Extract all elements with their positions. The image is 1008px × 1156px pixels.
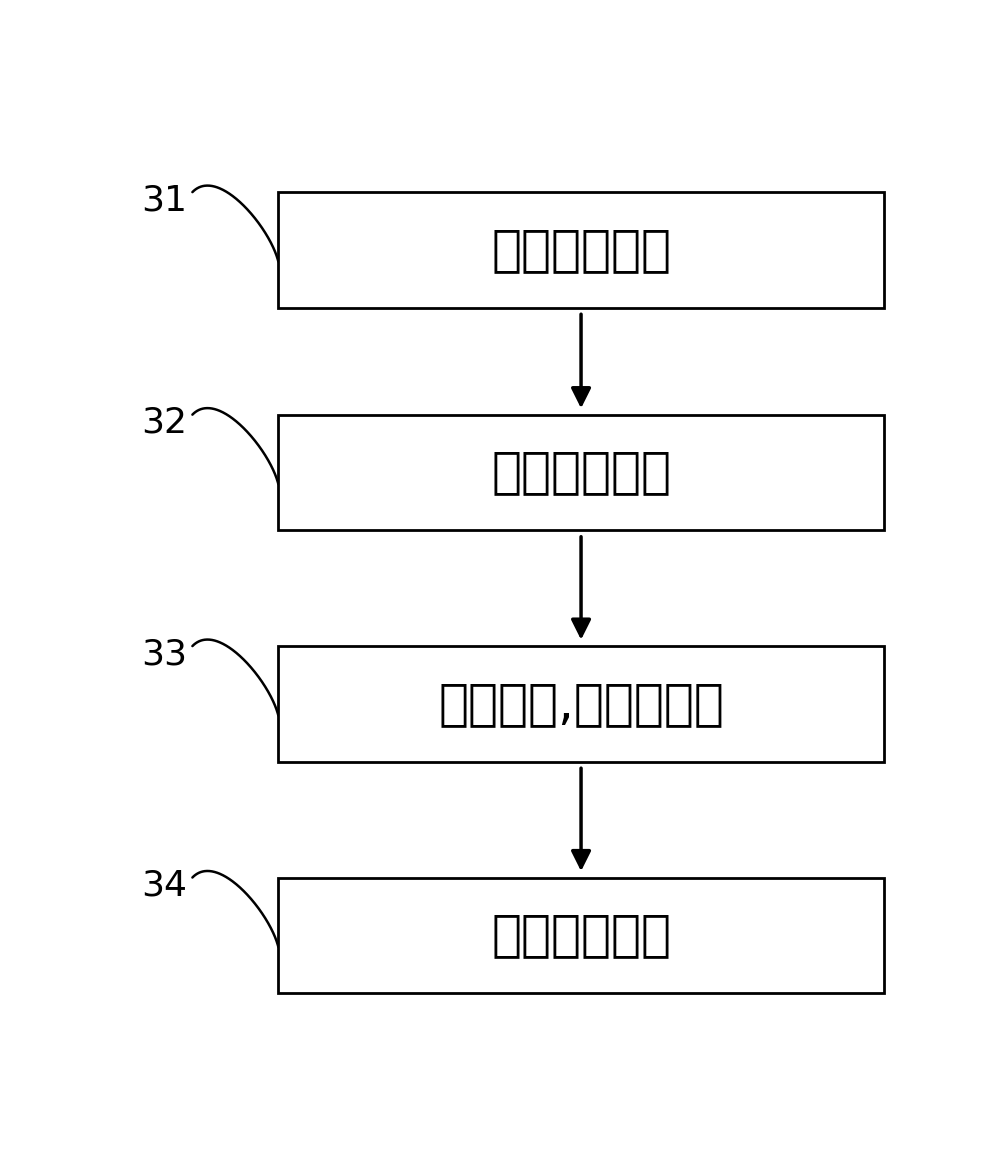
Text: 33: 33	[141, 637, 187, 672]
Text: 31: 31	[141, 184, 187, 217]
Text: 32: 32	[141, 406, 187, 439]
Text: 数据过滤步骤: 数据过滤步骤	[491, 225, 671, 274]
Bar	[278, 192, 884, 307]
Text: 比对和断,点判断步骤: 比对和断,点判断步骤	[438, 680, 724, 728]
Bar	[278, 877, 884, 993]
Text: 34: 34	[141, 868, 187, 903]
Text: 基因注释步骤: 基因注释步骤	[491, 911, 671, 959]
Bar	[278, 646, 884, 762]
Text: 拼接组装步骤: 拼接组装步骤	[491, 449, 671, 497]
Bar	[278, 415, 884, 531]
